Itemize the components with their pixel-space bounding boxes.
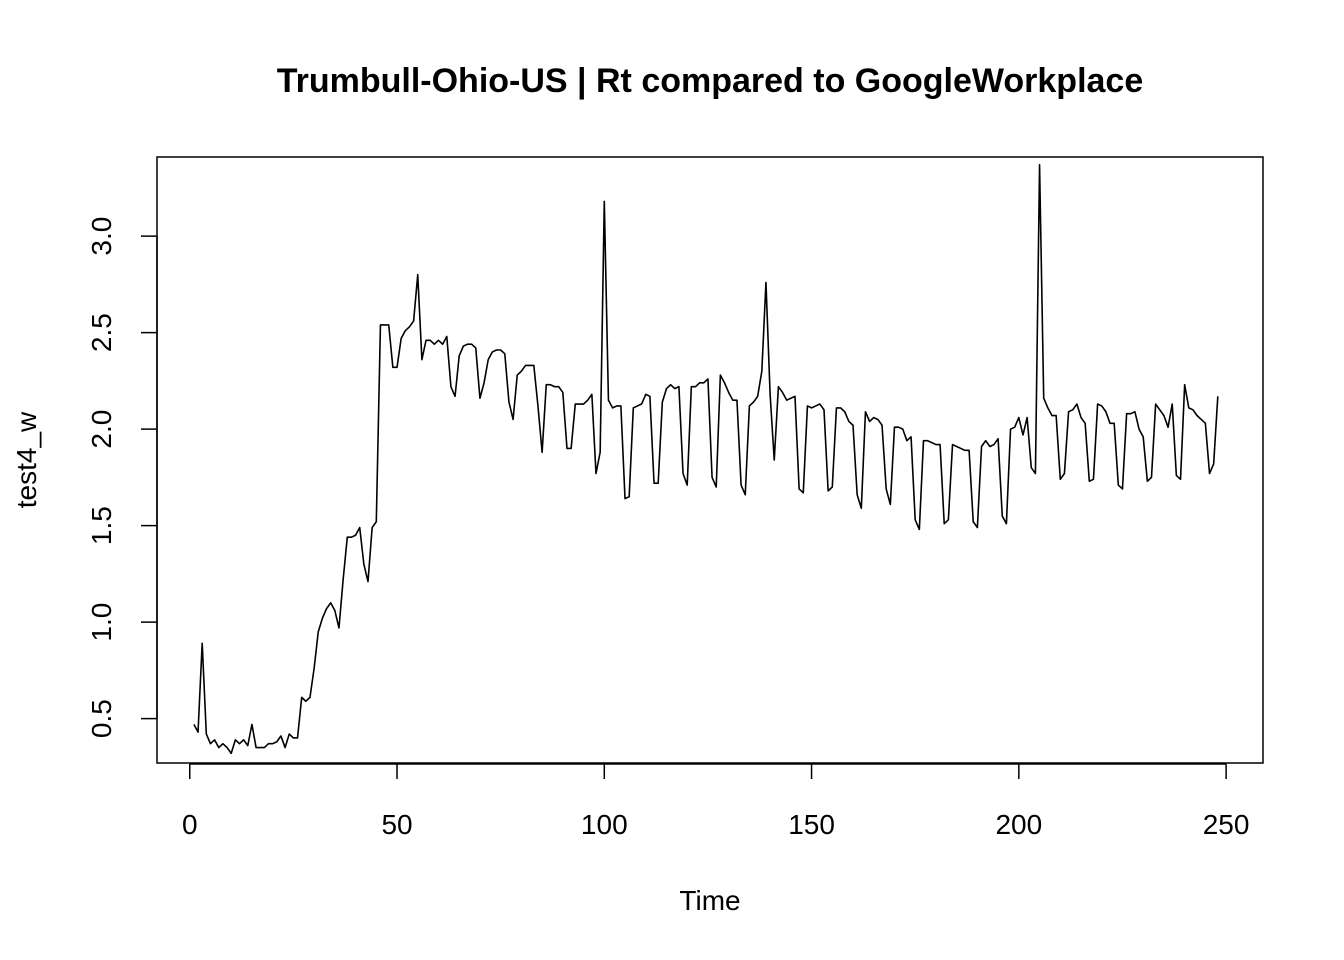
- y-axis-label: test4_w: [11, 411, 42, 508]
- series-line: [193, 163, 1219, 755]
- y-tick-label: 3.0: [86, 217, 117, 256]
- x-tick-label: 100: [581, 809, 628, 840]
- x-tick-label: 0: [182, 809, 198, 840]
- y-axis: 0.5 1.0 1.5 2.0 2.5 3.0: [86, 217, 158, 738]
- y-tick-label: 0.5: [86, 699, 117, 738]
- y-tick-label: 2.5: [86, 313, 117, 352]
- x-axis-label: Time: [679, 885, 740, 916]
- y-tick-label: 2.0: [86, 410, 117, 449]
- plot-frame: [156, 156, 1264, 764]
- x-tick-label: 250: [1203, 809, 1250, 840]
- x-tick-label: 150: [788, 809, 835, 840]
- y-tick-label: 1.5: [86, 506, 117, 545]
- x-axis: 0 50 100 150 200 250: [182, 763, 1250, 840]
- x-tick-label: 50: [381, 809, 412, 840]
- chart-title: Trumbull-Ohio-US | Rt compared to Google…: [277, 62, 1144, 100]
- y-tick-label: 1.0: [86, 603, 117, 642]
- x-tick-label: 200: [995, 809, 1042, 840]
